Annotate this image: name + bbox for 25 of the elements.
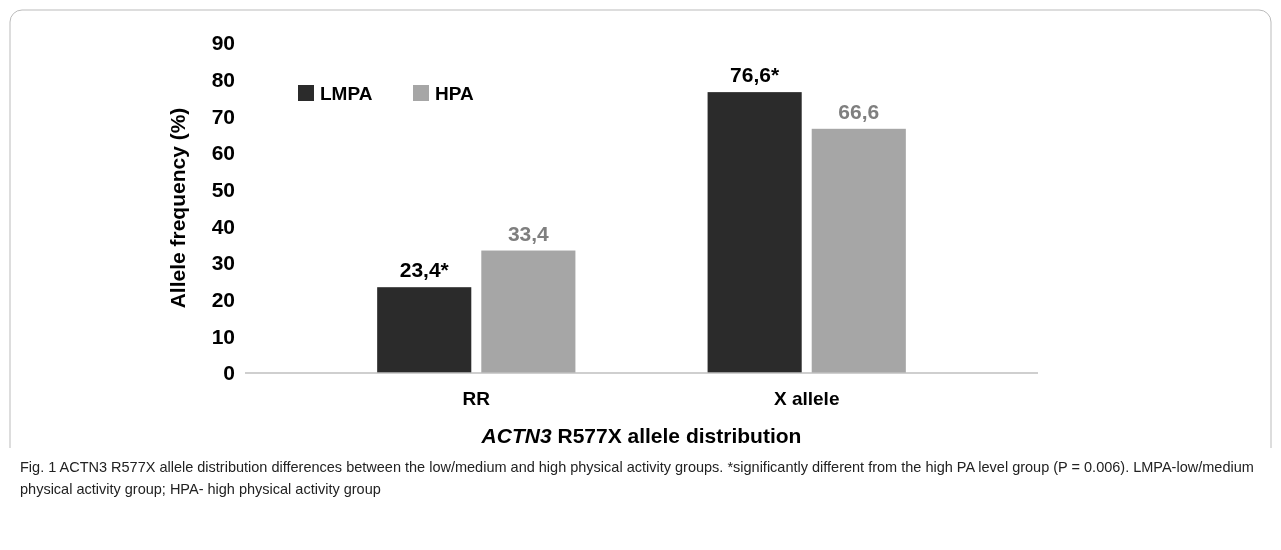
- caption: Fig. 1 ACTN3 R577X allele distribution differences between the low/medium and high physical activity groups. *significantly different from the high PA level group (P = 0.006). LMPA-low/medium physical activity group; HPA- high physical activity group: [20, 458, 1255, 499]
- data-label: 33,4: [507, 221, 550, 245]
- bar: [377, 287, 472, 373]
- y-tick-label: 80: [211, 68, 235, 92]
- x-tick-label: RR: [462, 388, 491, 409]
- y-tick-label: 40: [211, 214, 235, 238]
- bar: [811, 128, 906, 373]
- legend-label: LMPA: [320, 82, 373, 104]
- y-tick-label: 20: [211, 288, 235, 312]
- data-label: 76,6*: [730, 63, 780, 87]
- y-tick-label: 90: [211, 31, 235, 55]
- y-tick-label: 0: [223, 361, 235, 385]
- y-tick-label: 10: [211, 324, 235, 348]
- data-label: 23,4*: [399, 258, 450, 282]
- x-axis-title: ACTN3 R577X allele distribution: [480, 424, 802, 447]
- data-label: 66,6: [838, 99, 880, 123]
- bar: [707, 92, 802, 373]
- y-tick-label: 60: [211, 141, 235, 165]
- y-tick-label: 50: [211, 178, 235, 202]
- y-axis-title: Allele frequency (%): [166, 107, 189, 309]
- bar: [481, 250, 576, 373]
- legend-label: HPA: [435, 82, 474, 104]
- y-tick-label: 30: [211, 251, 235, 275]
- x-tick-label: X allele: [773, 388, 840, 409]
- y-tick-label: 70: [211, 104, 235, 128]
